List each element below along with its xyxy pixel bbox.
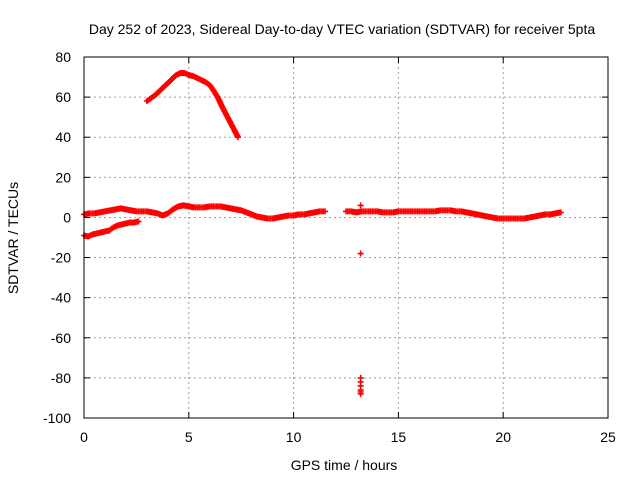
- x-tick-label: 0: [80, 429, 88, 445]
- data-point: [557, 209, 564, 216]
- x-axis-label: GPS time / hours: [291, 457, 398, 473]
- x-tick-label: 25: [600, 429, 616, 445]
- y-tick-label: -40: [51, 290, 71, 306]
- chart-title: Day 252 of 2023, Sidereal Day-to-day VTE…: [89, 21, 596, 37]
- y-tick-label: -100: [43, 410, 71, 426]
- series-outliers: [357, 202, 364, 397]
- y-tick-label: 20: [55, 169, 71, 185]
- y-tick-label: 40: [55, 129, 71, 145]
- series-low-arc: [81, 218, 142, 240]
- x-tick-label: 5: [185, 429, 193, 445]
- data-point: [322, 208, 329, 215]
- series-main: [81, 202, 564, 222]
- data-point: [357, 202, 364, 209]
- y-axis-label: SDTVAR / TECUs: [5, 182, 21, 294]
- data-point: [135, 218, 142, 225]
- y-tick-label: 60: [55, 89, 71, 105]
- plot-frame: [83, 56, 609, 419]
- tick-labels: 0 5 10 15 20 25 -100 -80 -60 -40 -20 0 20 40 60 80: [43, 49, 616, 445]
- y-tick-label: -20: [51, 250, 71, 266]
- data-points: [81, 70, 564, 397]
- data-point: [235, 134, 242, 141]
- data-point: [357, 250, 364, 257]
- y-tick-label: 80: [55, 49, 71, 65]
- y-tick-label: -60: [51, 330, 71, 346]
- y-tick-label: -80: [51, 370, 71, 386]
- y-tick-label: 0: [63, 209, 71, 225]
- axis-ticks: [83, 56, 609, 419]
- data-point: [357, 390, 364, 397]
- series-high-arc: [143, 70, 242, 141]
- x-tick-label: 15: [391, 429, 407, 445]
- x-tick-label: 20: [495, 429, 511, 445]
- x-tick-label: 10: [286, 429, 302, 445]
- grid: [84, 57, 608, 418]
